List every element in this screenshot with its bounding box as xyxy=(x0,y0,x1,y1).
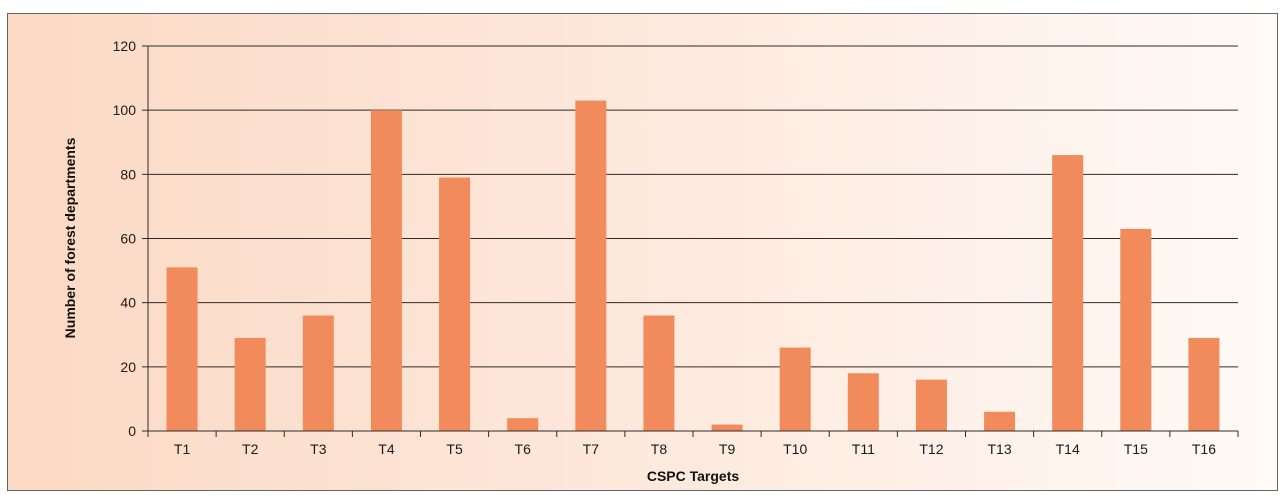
bar-T11 xyxy=(847,373,879,431)
y-tick-label: 80 xyxy=(120,166,136,182)
bar-T5 xyxy=(439,177,471,431)
x-tick-labels: T1 T2 T3 T4 T5 T6 T7 T8 T9 T10 T11 T12 T13 T14 T15 T16 xyxy=(174,441,1216,457)
bar-T7 xyxy=(575,100,607,432)
bar-T4 xyxy=(370,110,402,432)
x-tick-label: T13 xyxy=(988,441,1012,457)
bar-T3 xyxy=(302,315,334,431)
y-tick-label: 120 xyxy=(113,38,137,54)
x-tick-label: T12 xyxy=(919,441,943,457)
x-tick-label: T14 xyxy=(1056,441,1080,457)
bar-T10 xyxy=(779,347,811,431)
bar-T1 xyxy=(166,267,198,431)
y-axis-title: Number of forest departments xyxy=(62,137,78,338)
x-tick-label: T2 xyxy=(242,441,259,457)
x-axis-title: CSPC Targets xyxy=(647,468,740,484)
x-tick-label: T6 xyxy=(515,441,532,457)
x-tick-label: T11 xyxy=(852,441,875,457)
bar-T12 xyxy=(915,379,947,431)
bar-T15 xyxy=(1120,228,1152,431)
y-tick-labels: 0 20 40 60 80 100 120 xyxy=(113,38,137,439)
y-tick-label: 40 xyxy=(120,295,136,311)
bars xyxy=(166,100,1220,432)
x-tick-label: T9 xyxy=(719,441,736,457)
x-tick-label: T15 xyxy=(1124,441,1148,457)
axes xyxy=(142,45,1239,437)
bar-T8 xyxy=(643,315,675,431)
x-tick-label: T8 xyxy=(651,441,668,457)
x-tick-label: T1 xyxy=(174,441,191,457)
x-tick-label: T16 xyxy=(1192,441,1216,457)
bar-T13 xyxy=(984,411,1016,431)
x-tick-label: T5 xyxy=(446,441,463,457)
x-tick-label: T10 xyxy=(783,441,807,457)
bar-T9 xyxy=(711,424,743,431)
y-tick-label: 100 xyxy=(113,102,137,118)
bar-T14 xyxy=(1052,155,1084,432)
bar-T16 xyxy=(1188,337,1220,431)
bar-T6 xyxy=(507,418,539,431)
x-tick-label: T7 xyxy=(583,441,600,457)
y-tick-label: 0 xyxy=(128,423,136,439)
x-tick-label: T4 xyxy=(378,441,395,457)
y-tick-label: 60 xyxy=(120,231,136,247)
x-tick-label: T3 xyxy=(310,441,327,457)
bar-T2 xyxy=(234,337,266,431)
y-tick-label: 20 xyxy=(120,359,136,375)
